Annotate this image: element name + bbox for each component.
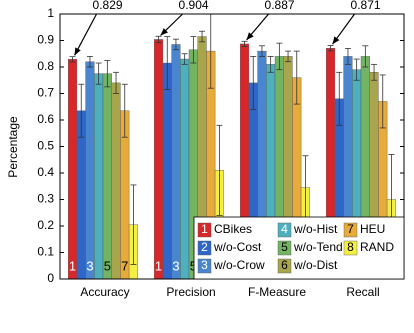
bar (162, 62, 172, 280)
error-bar (190, 36, 197, 64)
bar-label: 3 (86, 258, 93, 273)
y-tick-label: 0.3 (37, 192, 54, 206)
error-bar (69, 56, 76, 63)
bar-label: 1 (155, 258, 162, 273)
arrow-head (160, 28, 169, 36)
error-bar (172, 38, 179, 51)
error-bar (276, 42, 283, 71)
bar-label: 3 (172, 258, 179, 273)
y-tick-label: 0.4 (37, 165, 54, 179)
legend-swatch (197, 222, 212, 238)
arrow-head (332, 36, 340, 45)
y-tick-label: 0.5 (37, 139, 54, 153)
y-tick-label: 0.2 (37, 218, 54, 232)
arrow (74, 13, 98, 56)
annotation: 0.829 (93, 0, 123, 12)
bar (171, 44, 181, 280)
error-bar (95, 62, 102, 85)
legend-swatch (343, 240, 358, 256)
bar (67, 59, 78, 280)
bar-label: 5 (190, 258, 197, 273)
y-tick-label: 0.1 (37, 245, 54, 259)
legend-swatch (277, 222, 292, 238)
bar (94, 73, 104, 280)
error-bar (267, 56, 274, 73)
x-tick-label: Recall (346, 285, 379, 299)
legend-label: w/o-Dist (293, 258, 338, 272)
legend-marker: 3 (201, 258, 208, 272)
error-bar (344, 48, 351, 65)
y-tick-label: 0.8 (37, 59, 54, 73)
legend-marker: 6 (281, 258, 288, 272)
legend-label: w/o-Tend (293, 240, 343, 254)
x-tick-label: Precision (166, 285, 215, 299)
legend-swatch (197, 258, 212, 274)
legend-label: RAND (360, 240, 394, 254)
legend-swatch (277, 240, 292, 256)
y-tick-label: 0 (47, 271, 54, 285)
error-bar (155, 35, 162, 44)
y-tick-label: 0.9 (37, 33, 54, 47)
error-bar (258, 45, 265, 57)
legend-marker: 1 (201, 222, 208, 236)
bar-label: 5 (104, 258, 111, 273)
y-tick-label: 0.7 (37, 86, 54, 100)
annotation: 0.904 (179, 0, 209, 12)
error-bar (327, 45, 334, 52)
error-bar (104, 59, 111, 88)
bar-label: 7 (121, 258, 128, 273)
y-axis-label: Percentage (6, 116, 20, 178)
error-bar (164, 36, 171, 90)
error-bar (130, 184, 137, 265)
error-bar (78, 83, 85, 138)
legend-box (193, 216, 405, 280)
error-bar (113, 71, 120, 94)
legend-marker: 4 (281, 222, 288, 236)
legend-label: CBikes (214, 222, 252, 236)
error-bar (371, 63, 378, 81)
error-bar (285, 50, 292, 63)
annotation: 0.871 (351, 0, 381, 12)
legend-label: HEU (360, 222, 385, 236)
arrow-head (74, 47, 81, 56)
bar (180, 58, 190, 280)
legend-swatch (277, 258, 292, 274)
error-bar (199, 30, 206, 43)
legend-label: w/o-Hist (293, 222, 338, 236)
legend-marker: 7 (347, 222, 354, 236)
bar-label: 1 (69, 258, 76, 273)
arrow-head (246, 32, 254, 40)
legend-swatch (343, 222, 358, 238)
legend-marker: 8 (347, 240, 354, 254)
bar (85, 61, 95, 280)
y-tick-label: 0.6 (37, 112, 54, 126)
bar (153, 39, 164, 280)
legend-label: w/o-Crow (213, 258, 265, 272)
annotation: 0.887 (265, 0, 295, 12)
error-bar (336, 71, 343, 126)
error-bar (250, 56, 257, 110)
x-tick-label: Accuracy (80, 285, 129, 299)
legend-swatch (197, 240, 212, 256)
legend-marker: 5 (281, 240, 288, 254)
error-bar (121, 83, 128, 138)
error-bar (362, 45, 369, 68)
error-bar (353, 58, 360, 81)
error-bar (379, 74, 386, 129)
legend-label: w/o-Cost (213, 240, 262, 254)
error-bar (181, 53, 188, 65)
error-bar (86, 56, 93, 68)
error-bar (241, 40, 248, 47)
bar (111, 82, 121, 280)
y-tick-label: 1 (47, 6, 54, 20)
bar (102, 73, 112, 280)
error-bar (293, 50, 300, 105)
legend-marker: 2 (201, 240, 208, 254)
x-tick-label: F-Measure (248, 285, 306, 299)
error-bar (216, 124, 223, 216)
